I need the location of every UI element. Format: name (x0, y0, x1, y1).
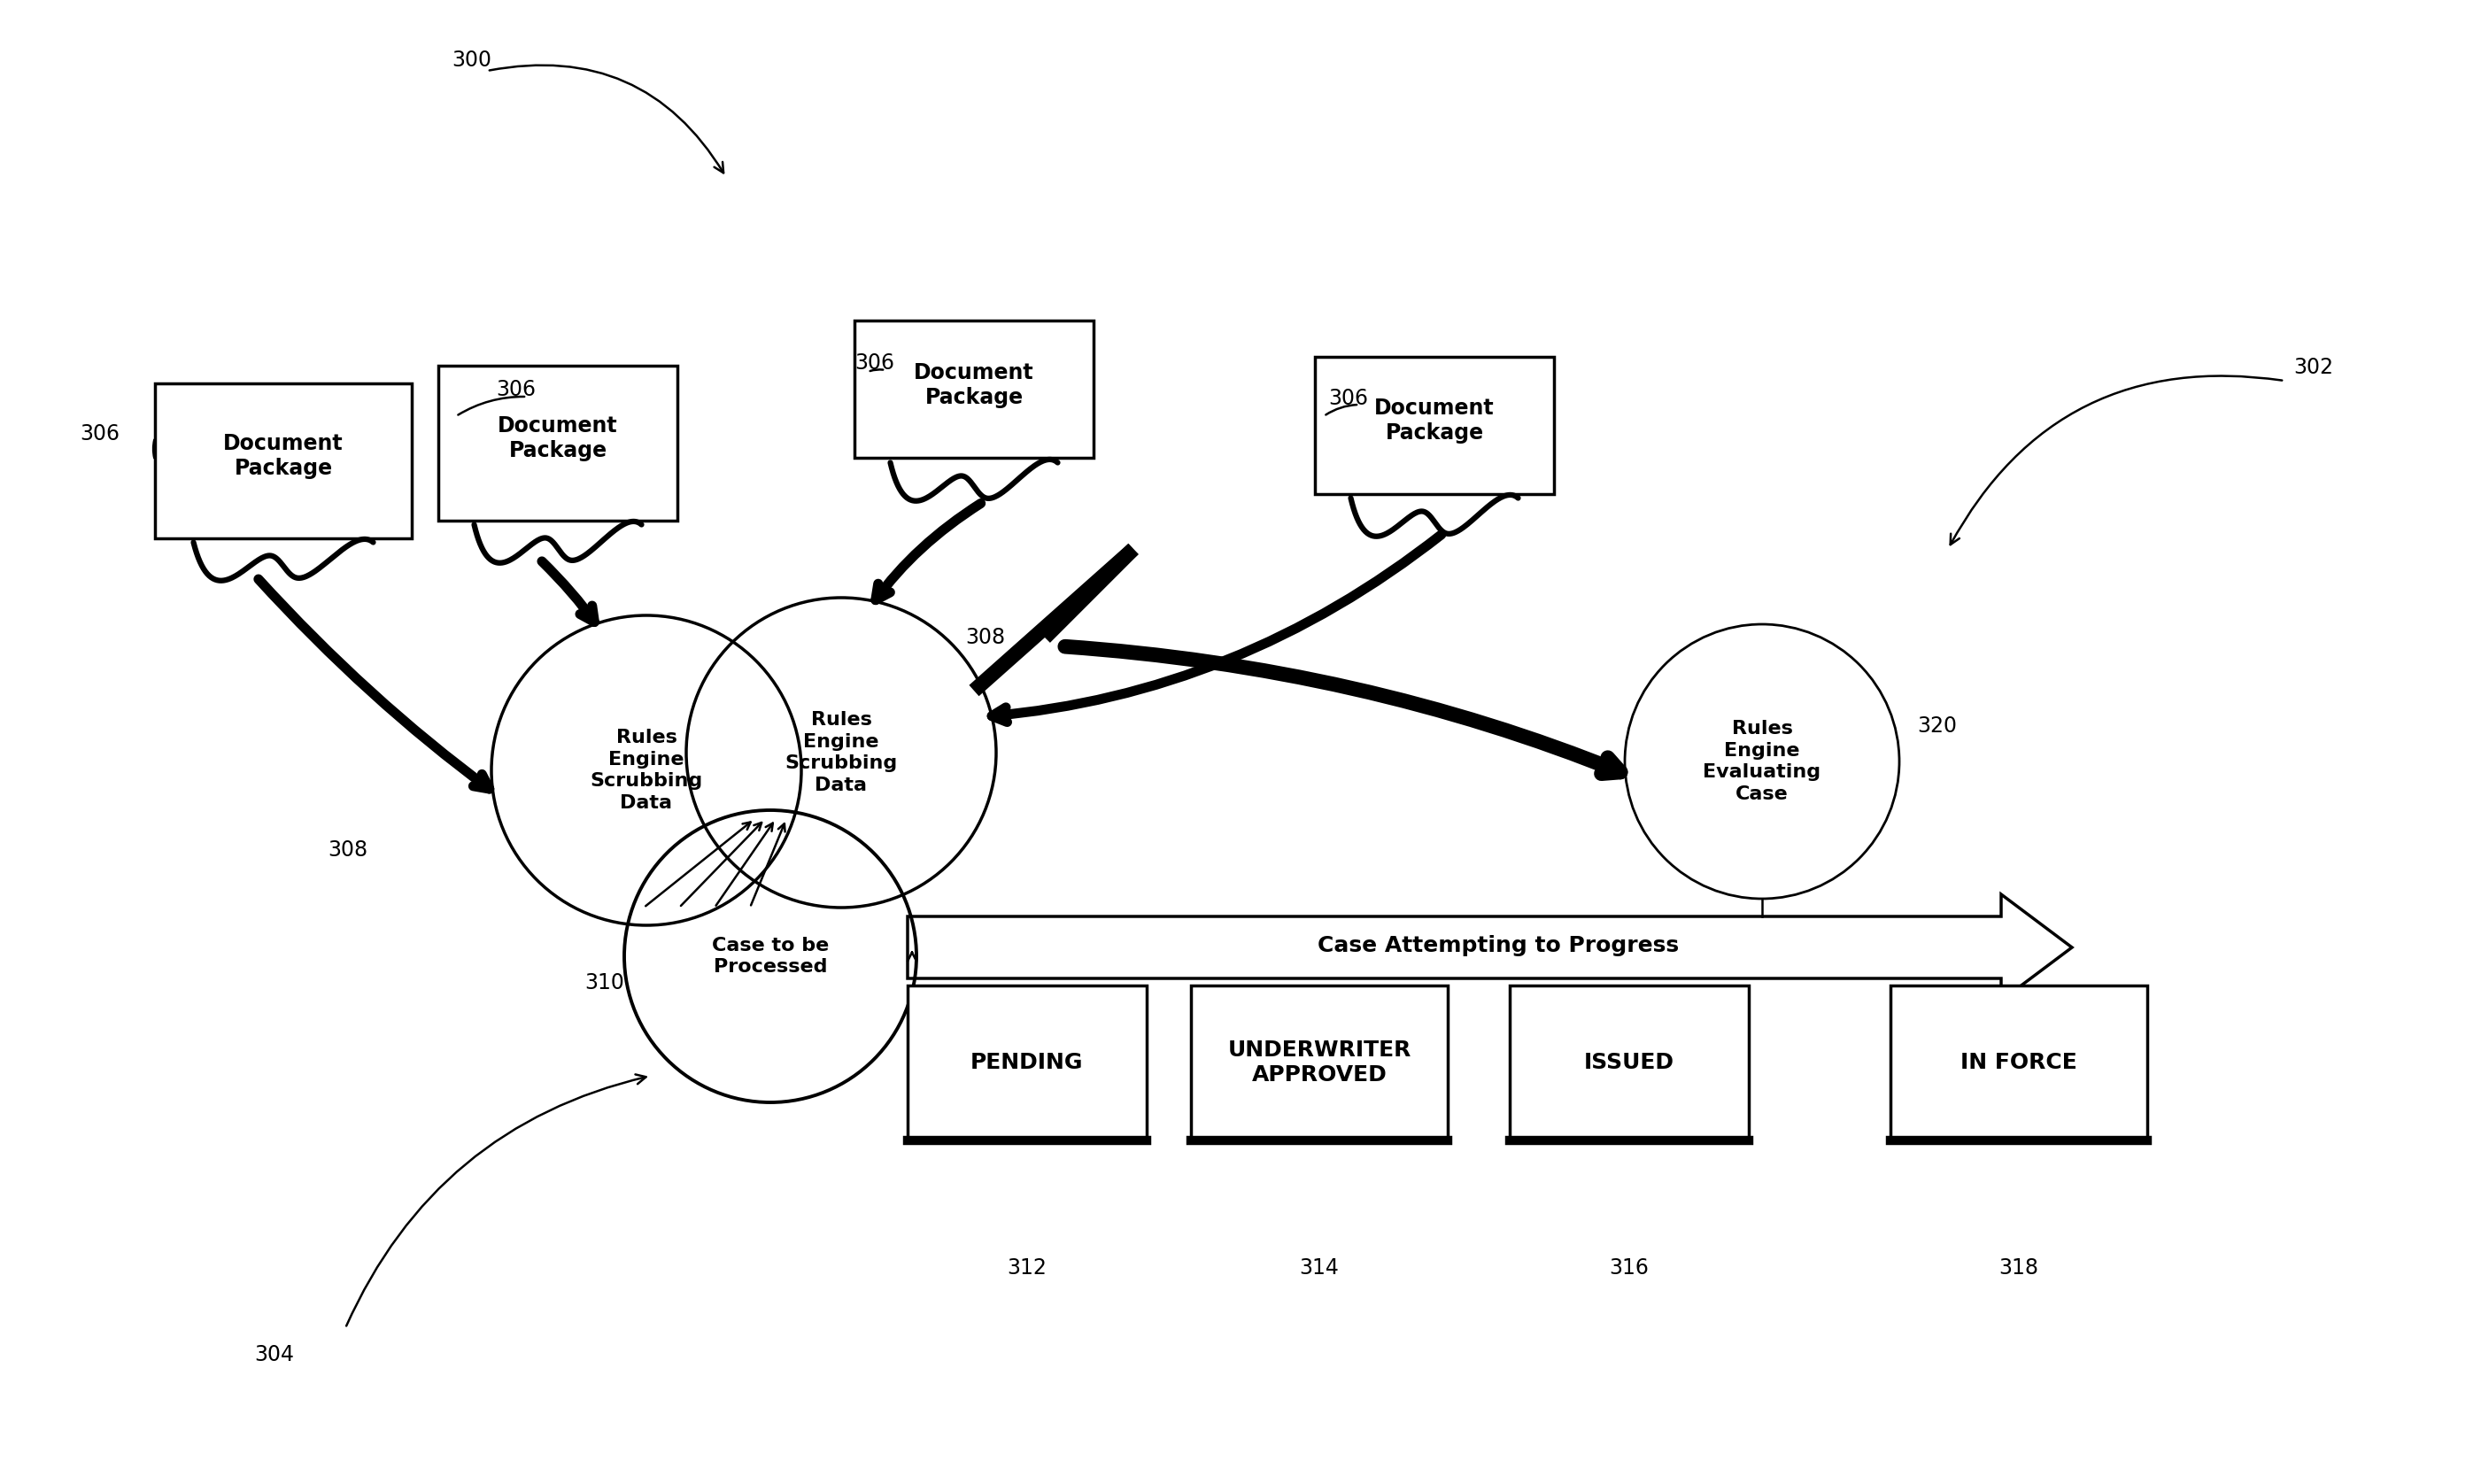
Text: Document
Package: Document Package (1374, 398, 1494, 444)
Text: Rules
Engine
Scrubbing
Data: Rules Engine Scrubbing Data (589, 729, 703, 812)
Text: Rules
Engine
Evaluating
Case: Rules Engine Evaluating Case (1704, 720, 1820, 803)
Bar (155, 383, 412, 537)
Text: 318: 318 (2000, 1257, 2039, 1279)
Bar (439, 365, 678, 521)
Text: ISSUED: ISSUED (1583, 1052, 1674, 1073)
Text: 302: 302 (2293, 356, 2333, 378)
Bar (1314, 356, 1554, 494)
Text: Document
Package: Document Package (915, 362, 1033, 408)
Text: 308: 308 (964, 626, 1006, 649)
Bar (853, 321, 1092, 459)
Text: Case Attempting to Progress: Case Attempting to Progress (1317, 935, 1679, 956)
Text: 306: 306 (79, 423, 118, 445)
Text: 300: 300 (451, 49, 491, 71)
Text: 306: 306 (1329, 387, 1369, 410)
Bar (1509, 985, 1748, 1140)
Text: Document
Package: Document Package (498, 416, 619, 462)
FancyArrow shape (907, 895, 2071, 1000)
Text: UNDERWRITER
APPROVED: UNDERWRITER APPROVED (1228, 1040, 1411, 1085)
Text: 306: 306 (853, 352, 895, 374)
Text: 304: 304 (254, 1345, 293, 1365)
Text: 314: 314 (1300, 1257, 1339, 1279)
Text: IN FORCE: IN FORCE (1960, 1052, 2076, 1073)
Text: Document
Package: Document Package (224, 433, 343, 479)
Bar (1191, 985, 1448, 1140)
Text: Rules
Engine
Scrubbing
Data: Rules Engine Scrubbing Data (784, 711, 898, 794)
Text: 316: 316 (1610, 1257, 1650, 1279)
Text: 306: 306 (496, 378, 535, 401)
Bar (907, 985, 1147, 1140)
Bar (1891, 985, 2148, 1140)
Text: PENDING: PENDING (972, 1052, 1083, 1073)
Text: Case to be
Processed: Case to be Processed (713, 936, 829, 976)
Text: 310: 310 (584, 972, 624, 993)
Text: 312: 312 (1006, 1257, 1048, 1279)
Text: 308: 308 (328, 840, 367, 861)
Text: 320: 320 (1916, 715, 1958, 736)
